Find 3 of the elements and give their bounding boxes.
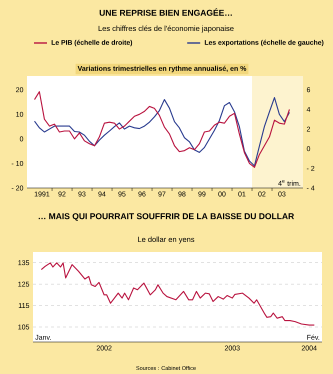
chart-title: … MAIS QUI POURRAIT SOUFFRIR DE LA BAISSE DU DOLLAR [38,213,294,221]
line-series [40,262,315,326]
chart-title: UNE REPRISE BIEN ENGAGÉE… [100,8,232,16]
